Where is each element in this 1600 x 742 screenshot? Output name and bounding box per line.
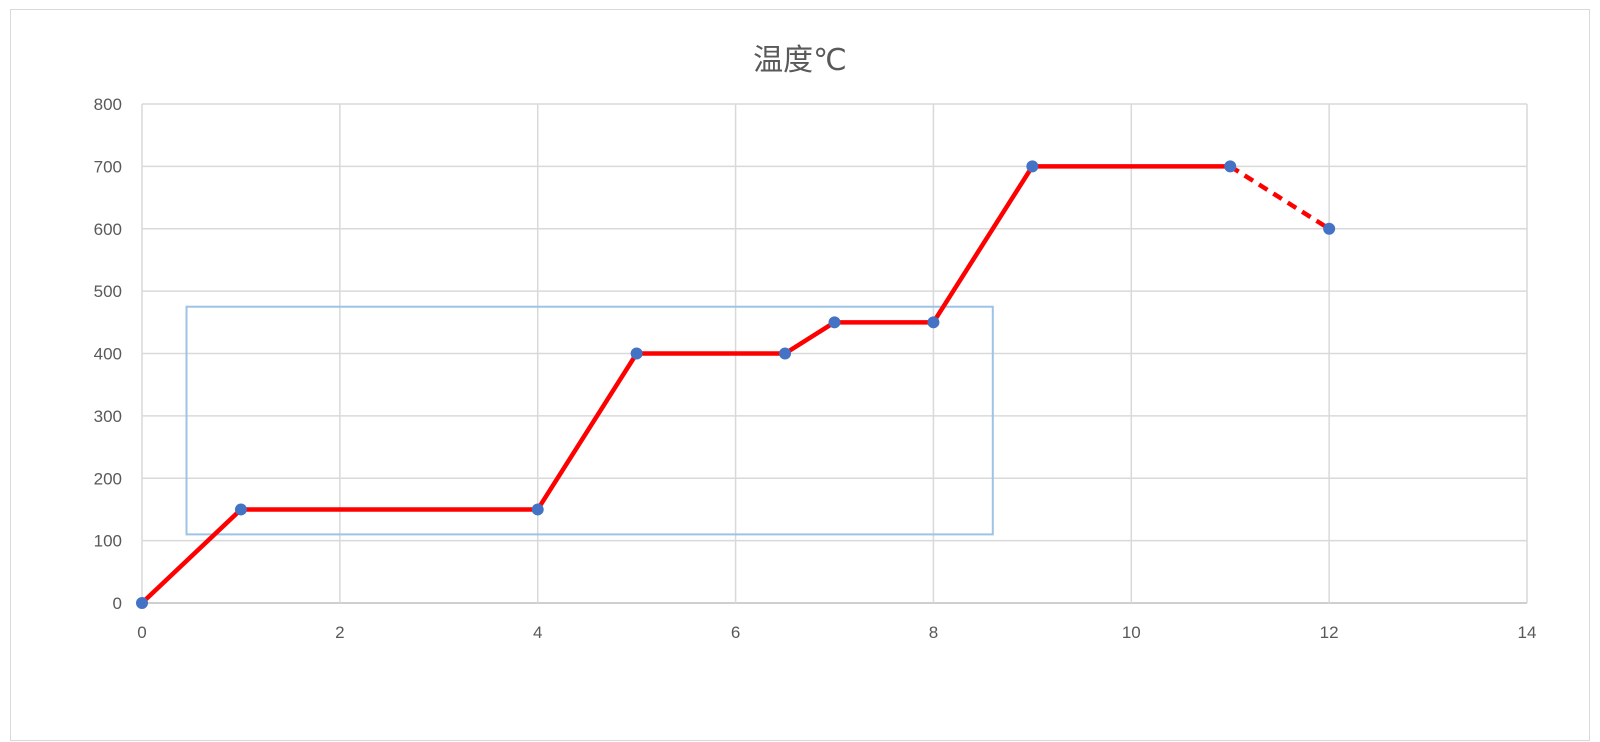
- data-point: [532, 503, 544, 515]
- series-line-segment: [142, 509, 241, 603]
- data-point: [235, 503, 247, 515]
- x-tick-label: 14: [1518, 623, 1537, 642]
- series-line-segment-dashed: [1230, 166, 1329, 228]
- chart-title: 温度℃: [753, 43, 847, 78]
- y-tick-label: 300: [94, 407, 122, 426]
- data-point: [927, 316, 939, 328]
- x-tick-label: 8: [929, 623, 938, 642]
- x-tick-label: 2: [335, 623, 344, 642]
- x-tick-label: 10: [1122, 623, 1141, 642]
- series-line-segment: [933, 166, 1032, 322]
- x-tick-label: 0: [137, 623, 146, 642]
- y-tick-label: 800: [94, 95, 122, 114]
- annotation-layer: [187, 307, 993, 535]
- chart-svg: 温度℃ 0 100 200 300 400 500 600 700 800 0 2 4 6 8 10 12 14: [11, 10, 1591, 742]
- data-point: [631, 348, 643, 360]
- y-tick-label: 400: [94, 345, 122, 364]
- data-point: [1224, 160, 1236, 172]
- grid-layer: [142, 104, 1527, 603]
- y-tick-label: 100: [94, 532, 122, 551]
- y-tick-label: 200: [94, 469, 122, 488]
- y-tick-label: 700: [94, 157, 122, 176]
- x-tick-label: 12: [1320, 623, 1339, 642]
- chart-area: 温度℃ 0 100 200 300 400 500 600 700 800 0 2 4 6 8 10 12 14: [10, 9, 1590, 741]
- series-line-segment: [785, 322, 834, 353]
- y-tick-label: 500: [94, 282, 122, 301]
- data-point: [1323, 223, 1335, 235]
- data-point: [829, 316, 841, 328]
- data-point: [1026, 160, 1038, 172]
- x-tick-label: 6: [731, 623, 740, 642]
- y-tick-label: 600: [94, 220, 122, 239]
- data-point: [136, 597, 148, 609]
- series-line-segment: [538, 354, 637, 510]
- data-point: [779, 348, 791, 360]
- axis-labels: 0 100 200 300 400 500 600 700 800 0 2 4 6 8 10 12 14: [94, 95, 1537, 642]
- highlight-rectangle: [187, 307, 993, 535]
- x-tick-label: 4: [533, 623, 542, 642]
- y-tick-label: 0: [113, 594, 122, 613]
